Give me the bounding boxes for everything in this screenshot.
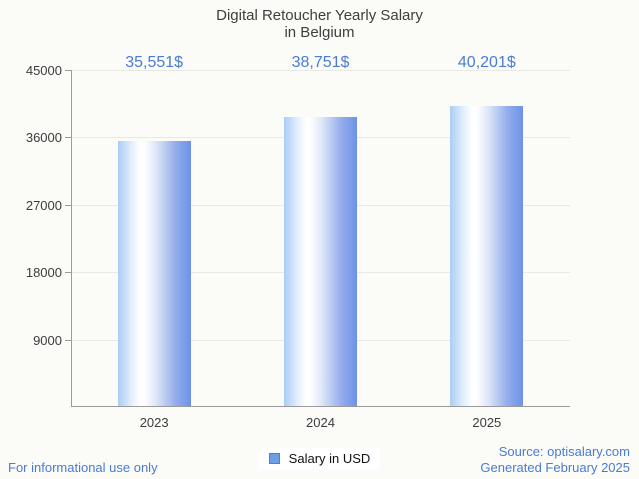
chart-title: Digital Retoucher Yearly Salary in Belgi…	[0, 7, 639, 41]
y-tick	[65, 204, 71, 206]
chart-title-line1: Digital Retoucher Yearly Salary	[216, 7, 423, 24]
footer-source-line: Source: optisalary.com	[498, 444, 630, 459]
gridline	[72, 70, 570, 71]
bar-2023	[117, 140, 191, 406]
y-tick-label: 45000	[25, 63, 62, 78]
y-tick-label: 18000	[25, 265, 62, 281]
y-tick-label: 36000	[25, 130, 62, 146]
y-tick	[65, 70, 71, 71]
x-axis-label: 2023	[139, 415, 169, 430]
footer-generated-line: Generated February 2025	[480, 460, 630, 475]
bar-value-label: 35,551$	[125, 54, 184, 71]
bar-value-label: 40,201$	[457, 54, 516, 71]
x-axis-label: 2025	[472, 415, 502, 430]
y-tick	[65, 137, 71, 139]
y-tick-label: 9000	[33, 332, 62, 348]
footer-source-block: Source: optisalary.com Generated Februar…	[480, 444, 630, 476]
bar-value-label: 38,751$	[291, 54, 350, 71]
y-tick	[65, 272, 71, 274]
x-axis-label: 2024	[306, 415, 335, 430]
legend: Salary in USD	[0, 448, 639, 469]
legend-inner: Salary in USD	[258, 448, 381, 469]
bar-2024	[284, 116, 357, 406]
footer-disclaimer: For informational use only	[8, 460, 158, 475]
y-tick-label: 27000	[25, 197, 62, 213]
y-axis-line	[71, 70, 72, 407]
legend-swatch-icon	[268, 453, 280, 464]
plot-area	[65, 70, 570, 407]
bar-2025	[450, 105, 524, 406]
chart-title-line2: in Belgium	[284, 24, 355, 41]
y-tick	[65, 339, 71, 341]
legend-label: Salary in USD	[288, 451, 371, 466]
x-axis-line	[71, 406, 570, 407]
